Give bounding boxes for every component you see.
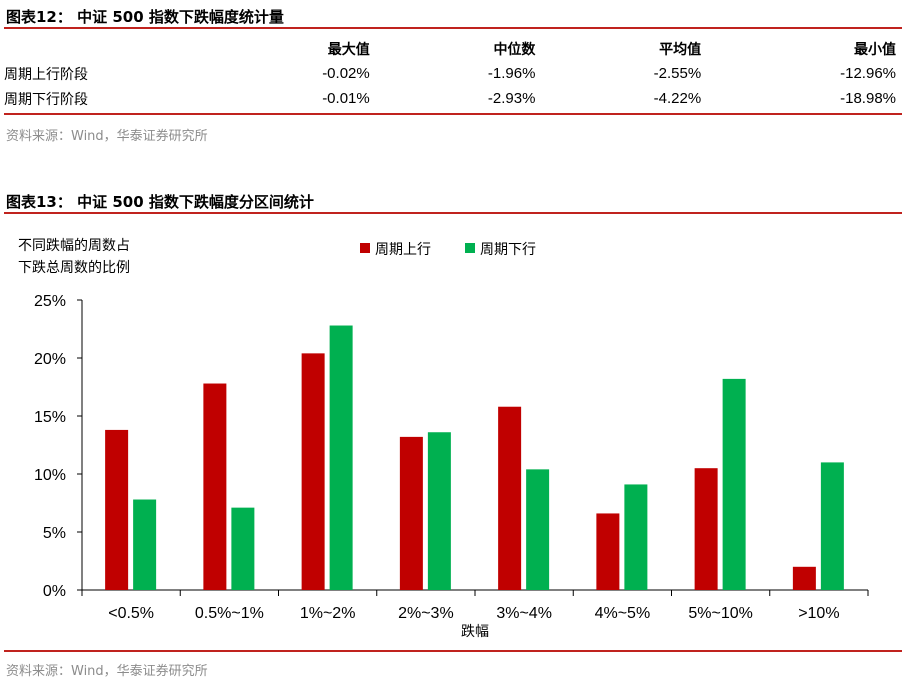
divider [4,27,902,29]
y-axis-label: 下跌总周数的比例 [18,260,130,276]
divider [4,113,902,115]
col-header: 中位数 [493,41,536,58]
y-tick-label: 10% [34,467,66,484]
y-axis-label: 不同跌幅的周数占 [18,238,130,254]
row-label: 周期下行阶段 [4,91,88,108]
bar-up [399,436,423,590]
x-tick-label: >10% [798,605,839,622]
x-tick-label: 4%~5% [595,605,651,622]
legend-swatch [360,243,370,253]
x-tick-label: 3%~4% [496,605,552,622]
cell: -2.93% [487,90,536,107]
cell: -12.96% [840,65,896,82]
bar-down [624,484,648,590]
cell: -4.22% [653,90,702,107]
x-tick-label: 1%~2% [300,605,356,622]
bar-up [498,406,522,590]
bar-up [301,353,325,590]
source-note: 资料来源：Wind，华泰证券研究所 [6,664,208,679]
bar-down [820,462,844,590]
legend-label: 周期上行 [375,242,431,258]
x-tick-label: 2%~3% [398,605,454,622]
col-header: 最大值 [327,41,370,58]
cell: -18.98% [840,90,896,107]
bar-up [694,468,718,590]
bar-down [329,325,353,590]
figure13-title: 图表13： 中证 500 指数下跌幅度分区间统计 [6,193,314,211]
bar-down [133,499,157,590]
y-tick-label: 15% [34,409,66,426]
divider [4,650,902,652]
x-tick-label: 5%~10% [688,605,753,622]
y-tick-label: 0% [43,583,66,600]
cell: -0.01% [322,90,370,107]
y-tick-label: 25% [34,293,66,310]
col-header: 平均值 [659,41,702,58]
x-axis-label: 跌幅 [461,624,489,640]
bar-up [792,566,816,590]
legend-label: 周期下行 [480,242,536,258]
cell: -1.96% [487,65,536,82]
bar-down [231,507,255,590]
bar-up [105,429,129,590]
cell: -2.55% [653,65,702,82]
y-tick-label: 20% [34,351,66,368]
bar-down [427,432,451,590]
source-note: 资料来源：Wind，华泰证券研究所 [6,129,208,144]
stats-table: 最大值 中位数 平均值 最小值 周期上行阶段 -0.02% -1.96% -2.… [4,36,896,111]
x-tick-label: <0.5% [108,605,154,622]
table-row: 周期上行阶段 -0.02% -1.96% -2.55% -12.96% [4,61,896,86]
bar-down [526,469,550,590]
table-header-row: 最大值 中位数 平均值 最小值 [4,36,896,61]
bar-down [722,378,746,590]
bar-up [596,513,620,590]
cell: -0.02% [322,65,370,82]
col-header: 最小值 [854,41,896,58]
divider [4,212,902,214]
row-label: 周期上行阶段 [4,66,88,83]
table-row: 周期下行阶段 -0.01% -2.93% -4.22% -18.98% [4,86,896,111]
legend-swatch [465,243,475,253]
y-tick-label: 5% [43,525,66,542]
x-tick-label: 0.5%~1% [195,605,264,622]
table12-title: 图表12： 中证 500 指数下跌幅度统计量 [6,8,284,26]
bar-up [203,383,227,590]
